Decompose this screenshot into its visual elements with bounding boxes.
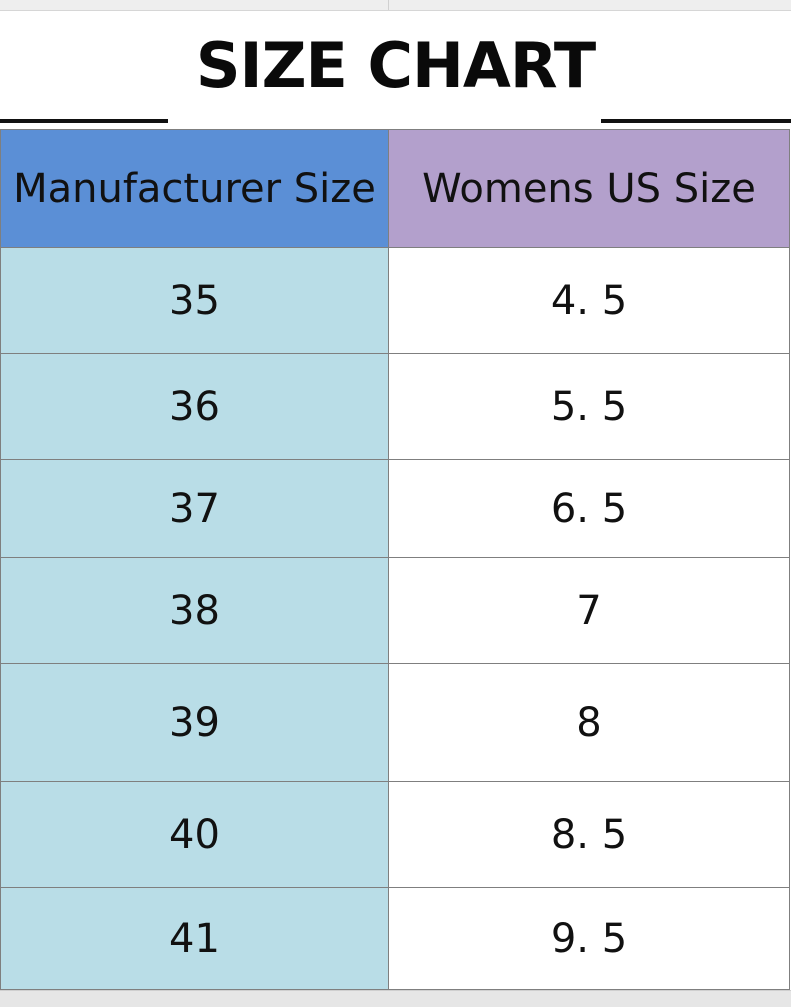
table-row: 35 4. 5 xyxy=(0,247,790,354)
header-womens-us-size: Womens US Size xyxy=(388,129,790,248)
table-row: 36 5. 5 xyxy=(0,353,790,460)
womens-us-size-cell: 7 xyxy=(388,557,790,664)
title-underline-left xyxy=(0,119,168,123)
manufacturer-size-cell: 35 xyxy=(0,247,389,354)
table-row: 40 8. 5 xyxy=(0,781,790,888)
manufacturer-size-cell: 36 xyxy=(0,353,389,460)
sheet-bottom-strip xyxy=(0,990,791,1007)
manufacturer-size-cell: 37 xyxy=(0,459,389,558)
manufacturer-size-cell: 38 xyxy=(0,557,389,664)
size-table: Manufacturer Size Womens US Size 35 4. 5… xyxy=(0,129,790,990)
manufacturer-size-cell: 41 xyxy=(0,887,389,990)
womens-us-size-cell: 4. 5 xyxy=(388,247,790,354)
table-row: 38 7 xyxy=(0,557,790,664)
title-row: SIZE CHART xyxy=(0,11,791,129)
womens-us-size-cell: 8. 5 xyxy=(388,781,790,888)
header-manufacturer-size: Manufacturer Size xyxy=(0,129,389,248)
womens-us-size-cell: 9. 5 xyxy=(388,887,790,990)
title-underline-right xyxy=(601,119,791,123)
womens-us-size-cell: 5. 5 xyxy=(388,353,790,460)
grid-divider xyxy=(388,0,389,10)
womens-us-size-cell: 6. 5 xyxy=(388,459,790,558)
table-header-row: Manufacturer Size Womens US Size xyxy=(0,129,790,248)
table-row: 41 9. 5 xyxy=(0,887,790,990)
manufacturer-size-cell: 39 xyxy=(0,663,389,782)
womens-us-size-cell: 8 xyxy=(388,663,790,782)
manufacturer-size-cell: 40 xyxy=(0,781,389,888)
page-title: SIZE CHART xyxy=(195,29,596,102)
table-row: 39 8 xyxy=(0,663,790,782)
sheet-top-grid xyxy=(0,0,791,11)
table-row: 37 6. 5 xyxy=(0,459,790,558)
